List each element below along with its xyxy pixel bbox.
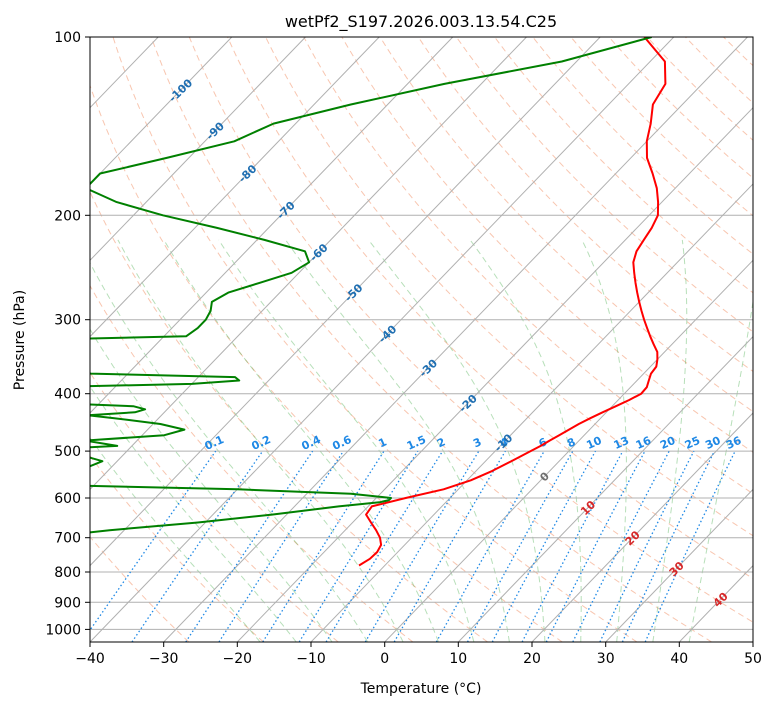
moist-adiabat <box>688 298 753 642</box>
x-tick-label: −20 <box>223 651 253 667</box>
moist-adiabat <box>90 385 297 642</box>
x-tick-label: 40 <box>670 651 688 667</box>
isotherm-gridline <box>384 259 753 642</box>
mixing-ratio-label: 36 <box>724 434 744 452</box>
isotherm-gridline <box>90 37 454 414</box>
isotherm-gridline <box>90 37 527 491</box>
mixing-ratio-line <box>466 450 574 642</box>
dewpoint-profile-line <box>90 37 652 534</box>
y-tick-label: 200 <box>54 208 81 224</box>
dry-adiabat <box>90 454 264 642</box>
mixing-ratio-line <box>325 450 444 642</box>
moist-adiabat <box>652 239 688 642</box>
mixing-ratio-line <box>364 450 480 642</box>
profile-lines <box>90 37 667 567</box>
dry-adiabat <box>90 190 488 642</box>
mixing-ratio-line <box>393 450 506 642</box>
dry-adiabat <box>90 84 563 642</box>
dry-adiabat <box>303 37 753 495</box>
mixing-ratio-line <box>491 450 597 642</box>
moist-adiabat <box>90 437 261 642</box>
isotherm-gridline <box>90 37 306 262</box>
x-tick-label: −40 <box>75 651 105 667</box>
x-tick-label: 50 <box>744 651 762 667</box>
moist-adiabat <box>469 239 582 642</box>
moist-adiabat <box>218 239 475 642</box>
moist-adiabat <box>117 239 404 642</box>
moist-adiabat <box>368 239 546 642</box>
x-tick-label: 30 <box>597 651 615 667</box>
y-tick-label: 500 <box>54 444 81 460</box>
isotherm-gridline <box>531 412 753 642</box>
mixing-ratio-line <box>644 450 736 642</box>
mixing-ratio-label: 30 <box>703 434 723 452</box>
plot-frame <box>89 36 754 643</box>
x-tick-label: 20 <box>523 651 541 667</box>
isotherm-gridline <box>90 37 675 642</box>
mixing-ratio-label: 16 <box>634 434 654 452</box>
dry-adiabat <box>417 37 753 373</box>
dry-adiabat <box>494 37 753 294</box>
dry-adiabat <box>112 37 638 642</box>
isotherm-gridline <box>90 37 601 567</box>
dry-adiabat <box>227 37 753 580</box>
mixing-ratio-label: 10 <box>584 434 604 452</box>
y-tick-label: 700 <box>54 531 81 547</box>
y-tick-label: 1000 <box>45 622 81 638</box>
dry-adiabat <box>90 284 414 642</box>
dry-adiabat <box>646 37 753 141</box>
moist-adiabat <box>285 239 510 642</box>
mixing-ratio-label: 13 <box>612 434 631 452</box>
mixing-ratio-label: 20 <box>658 434 678 452</box>
y-tick-label: 100 <box>54 30 81 46</box>
temperature-profile-line <box>358 37 667 567</box>
x-tick-label: −30 <box>149 651 179 667</box>
dry-adiabat <box>150 37 712 642</box>
grid-layer <box>0 37 775 642</box>
mixing-ratio-label: 25 <box>683 434 702 452</box>
y-tick-label: 300 <box>54 313 81 329</box>
dry-adiabat <box>188 37 753 623</box>
moist-adiabat <box>90 328 333 642</box>
y-axis-title: Pressure (hPa) <box>12 290 28 390</box>
moist-adiabat <box>90 261 369 642</box>
isotherm-gridline <box>310 183 753 642</box>
dry-adiabat <box>265 37 753 537</box>
isotherm-gridline <box>0 37 11 642</box>
isotherm-gridline <box>90 37 233 185</box>
mixing-ratio-line <box>131 450 264 642</box>
mixing-ratio-line <box>621 450 715 642</box>
chart-title: wetPf2_S197.2026.003.13.54.C25 <box>285 12 557 32</box>
x-axis-ticks: −40 −30 −20 −10 0 10 20 30 40 50 <box>75 642 762 667</box>
dry-adiabat <box>762 37 775 642</box>
mixing-ratio-line <box>90 450 217 632</box>
dry-adiabat <box>532 37 753 255</box>
plot-background <box>90 37 753 642</box>
x-tick-label: 10 <box>449 651 467 667</box>
isotherm-gridline <box>163 37 748 642</box>
isotherm-gridline <box>90 37 380 338</box>
mixing-ratio-line <box>599 450 695 642</box>
y-axis-ticks: 100 200 300 400 500 600 700 800 900 1000 <box>45 30 90 638</box>
isotherm-gridline <box>605 488 753 642</box>
y-tick-label: 900 <box>54 595 81 611</box>
isotherm-gridline <box>752 641 753 642</box>
mixing-ratio-line <box>298 450 419 642</box>
dry-adiabat <box>570 37 753 217</box>
x-axis-title: Temperature (°C) <box>360 681 482 697</box>
y-tick-label: 800 <box>54 565 81 581</box>
mixing-ratio-line <box>262 450 385 642</box>
mixing-ratio-line <box>435 450 545 642</box>
x-tick-label: −10 <box>296 651 326 667</box>
y-tick-label: 600 <box>54 491 81 507</box>
isotherm-gridline <box>457 335 753 642</box>
isotherm-gridline <box>236 106 753 642</box>
y-tick-label: 400 <box>54 387 81 403</box>
x-tick-label: 0 <box>380 651 389 667</box>
